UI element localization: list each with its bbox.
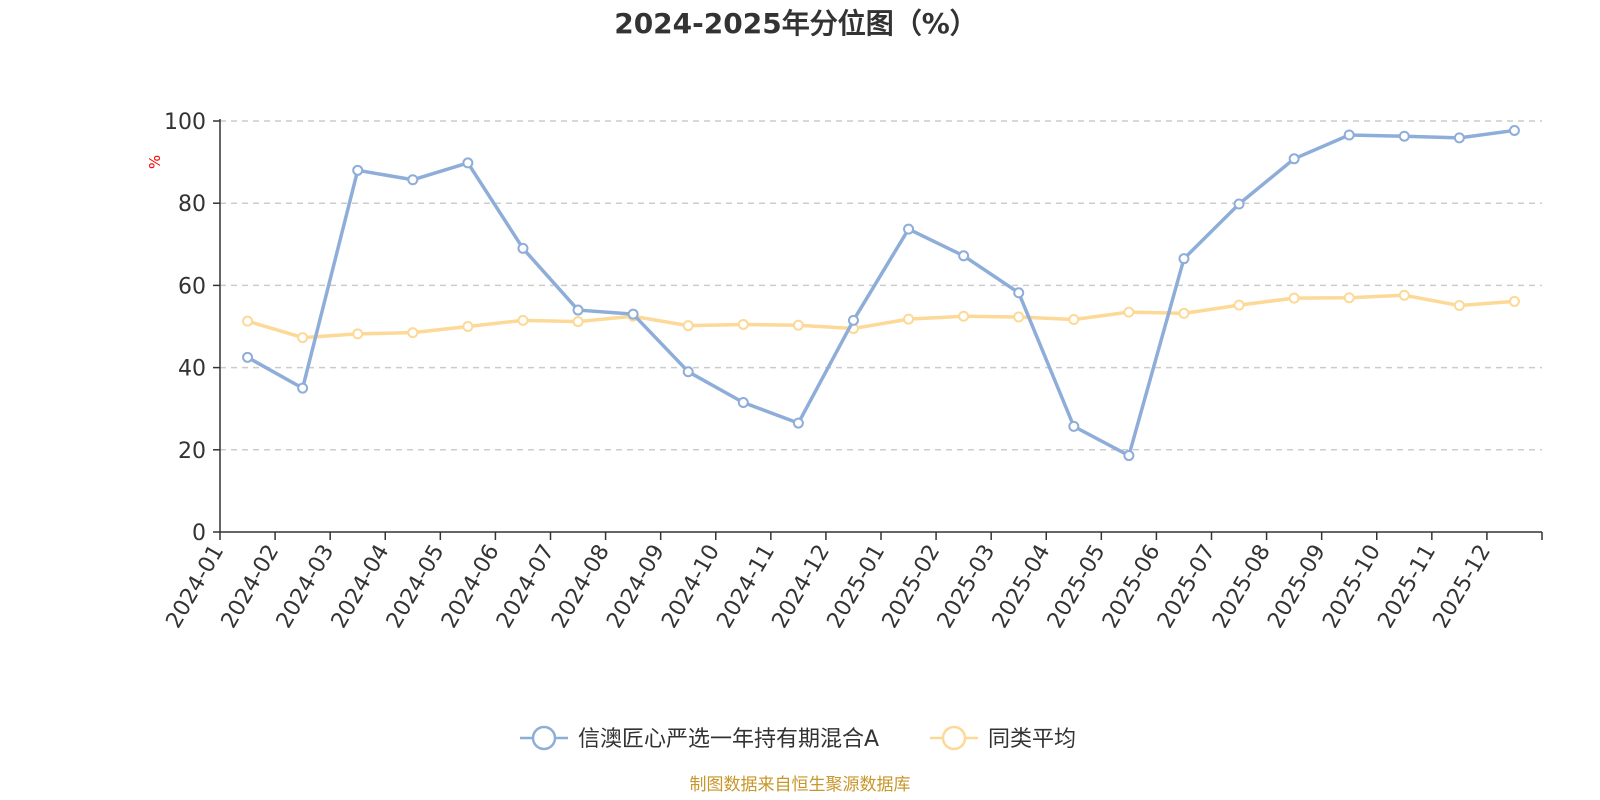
data-point — [242, 351, 254, 363]
data-point — [1288, 153, 1300, 165]
series-line-0 — [245, 128, 1517, 458]
data-point — [903, 223, 915, 235]
data-point — [958, 250, 970, 262]
data-point — [1288, 292, 1300, 304]
data-point — [737, 397, 749, 409]
data-point — [627, 308, 639, 320]
series-line-1 — [245, 293, 1517, 340]
series-lines — [242, 124, 1520, 462]
y-tick-label: 0 — [192, 521, 206, 546]
data-point — [1343, 129, 1355, 141]
legend-label: 信澳匠心严选一年持有期混合A — [578, 727, 879, 752]
data-point — [792, 319, 804, 331]
data-point — [297, 332, 309, 344]
legend-swatch-marker — [531, 725, 557, 751]
data-point — [242, 315, 254, 327]
data-point — [1178, 307, 1190, 319]
data-point — [1123, 450, 1135, 462]
y-tick-label: 100 — [164, 110, 206, 135]
series-1 — [242, 289, 1520, 344]
data-point — [572, 316, 584, 328]
data-point — [352, 328, 364, 340]
legend: 信澳匠心严选一年持有期混合A 同类平均 — [520, 725, 1076, 752]
y-tick-label: 20 — [178, 439, 206, 464]
data-point — [1123, 306, 1135, 318]
data-point — [352, 164, 364, 176]
data-point — [792, 417, 804, 429]
data-point — [1508, 295, 1520, 307]
data-point — [903, 313, 915, 325]
data-point — [1233, 299, 1245, 311]
legend-item-0: 信澳匠心严选一年持有期混合A — [520, 725, 879, 752]
legend-swatch-marker — [941, 725, 967, 751]
data-point — [1508, 124, 1520, 136]
data-point — [1178, 253, 1190, 265]
series-0 — [242, 124, 1520, 462]
data-point — [847, 314, 859, 326]
data-point — [682, 366, 694, 378]
data-point — [407, 174, 419, 186]
data-point — [1013, 311, 1025, 323]
data-point — [1233, 198, 1245, 210]
data-point — [517, 314, 529, 326]
y-tick-label: 80 — [178, 192, 206, 217]
data-point — [1453, 300, 1465, 312]
data-point — [572, 304, 584, 316]
y-axis-unit-label: % — [146, 155, 164, 169]
y-tick-label: 40 — [178, 357, 206, 382]
data-point — [1068, 420, 1080, 432]
data-point — [1398, 289, 1410, 301]
data-point — [1068, 314, 1080, 326]
data-point — [407, 327, 419, 339]
data-point — [958, 310, 970, 322]
data-point — [1398, 130, 1410, 142]
legend-item-1: 同类平均 — [930, 725, 1076, 752]
data-point — [517, 242, 529, 254]
data-point — [682, 320, 694, 332]
y-axis-ticks: 0 20 40 60 80 100 — [164, 110, 220, 546]
data-point — [462, 157, 474, 169]
grid-lines — [220, 120, 1542, 451]
data-point — [737, 318, 749, 330]
data-point — [1453, 132, 1465, 144]
data-point — [297, 382, 309, 394]
legend-label: 同类平均 — [988, 727, 1076, 752]
chart-title: 2024-2025年分位图（%） — [614, 7, 978, 40]
data-point — [1013, 287, 1025, 299]
data-source-note: 制图数据来自恒生聚源数据库 — [690, 775, 911, 795]
data-point — [462, 321, 474, 332]
x-axis-ticks: 2024-012024-022024-032024-042024-052024-… — [162, 532, 1543, 633]
data-point — [1343, 292, 1355, 304]
y-tick-label: 60 — [178, 274, 206, 299]
